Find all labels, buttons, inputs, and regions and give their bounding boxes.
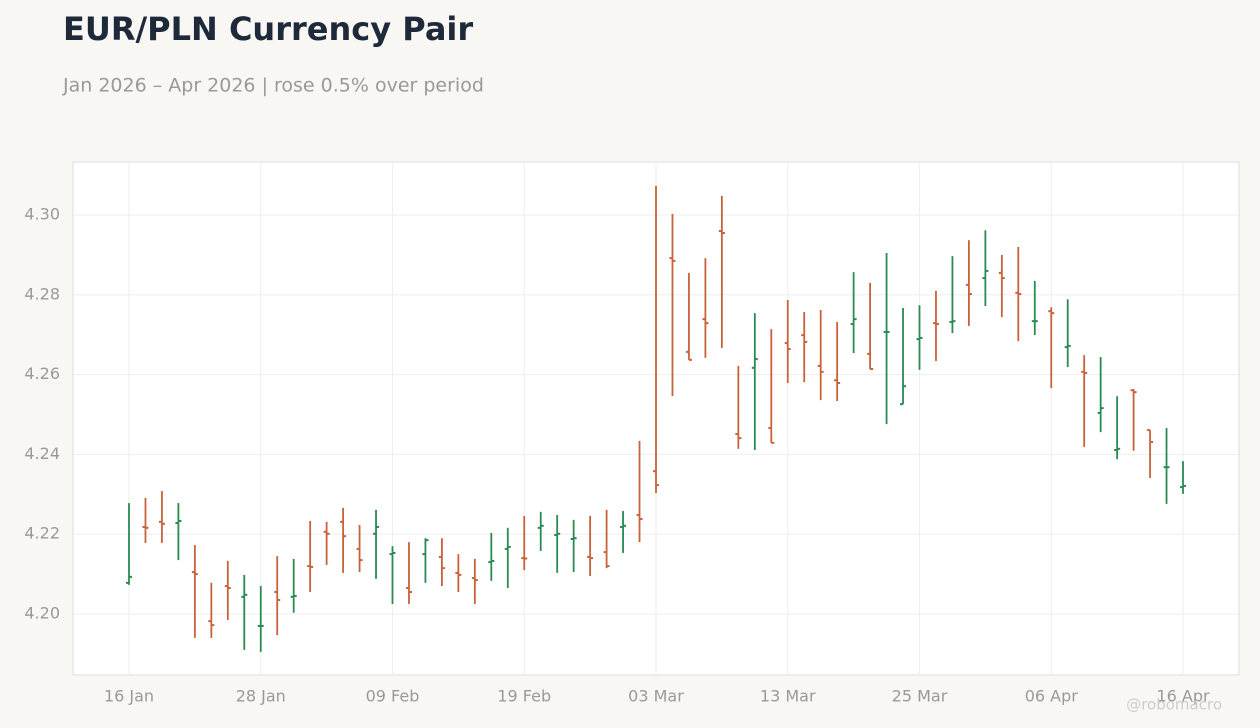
y-tick-label: 4.26	[24, 364, 60, 383]
watermark: @robomacro	[1126, 696, 1222, 714]
x-tick-label: 03 Mar	[628, 687, 684, 706]
chart-title: EUR/PLN Currency Pair	[63, 10, 473, 48]
x-tick-label: 13 Mar	[760, 687, 816, 706]
x-tick-label: 28 Jan	[236, 687, 286, 706]
x-tick-label: 06 Apr	[1025, 687, 1079, 706]
y-tick-label: 4.30	[24, 205, 60, 224]
y-tick-label: 4.20	[24, 603, 60, 622]
x-tick-label: 16 Apr	[1156, 687, 1210, 706]
x-tick-label: 09 Feb	[366, 687, 420, 706]
chart-subtitle: Jan 2026 – Apr 2026 | rose 0.5% over per…	[62, 75, 484, 97]
x-tick-label: 16 Jan	[104, 687, 154, 706]
y-tick-label: 4.22	[24, 524, 60, 543]
y-tick-label: 4.24	[24, 444, 60, 463]
x-tick-label: 25 Mar	[892, 687, 948, 706]
x-tick-label: 19 Feb	[497, 687, 551, 706]
y-tick-label: 4.28	[24, 284, 60, 303]
